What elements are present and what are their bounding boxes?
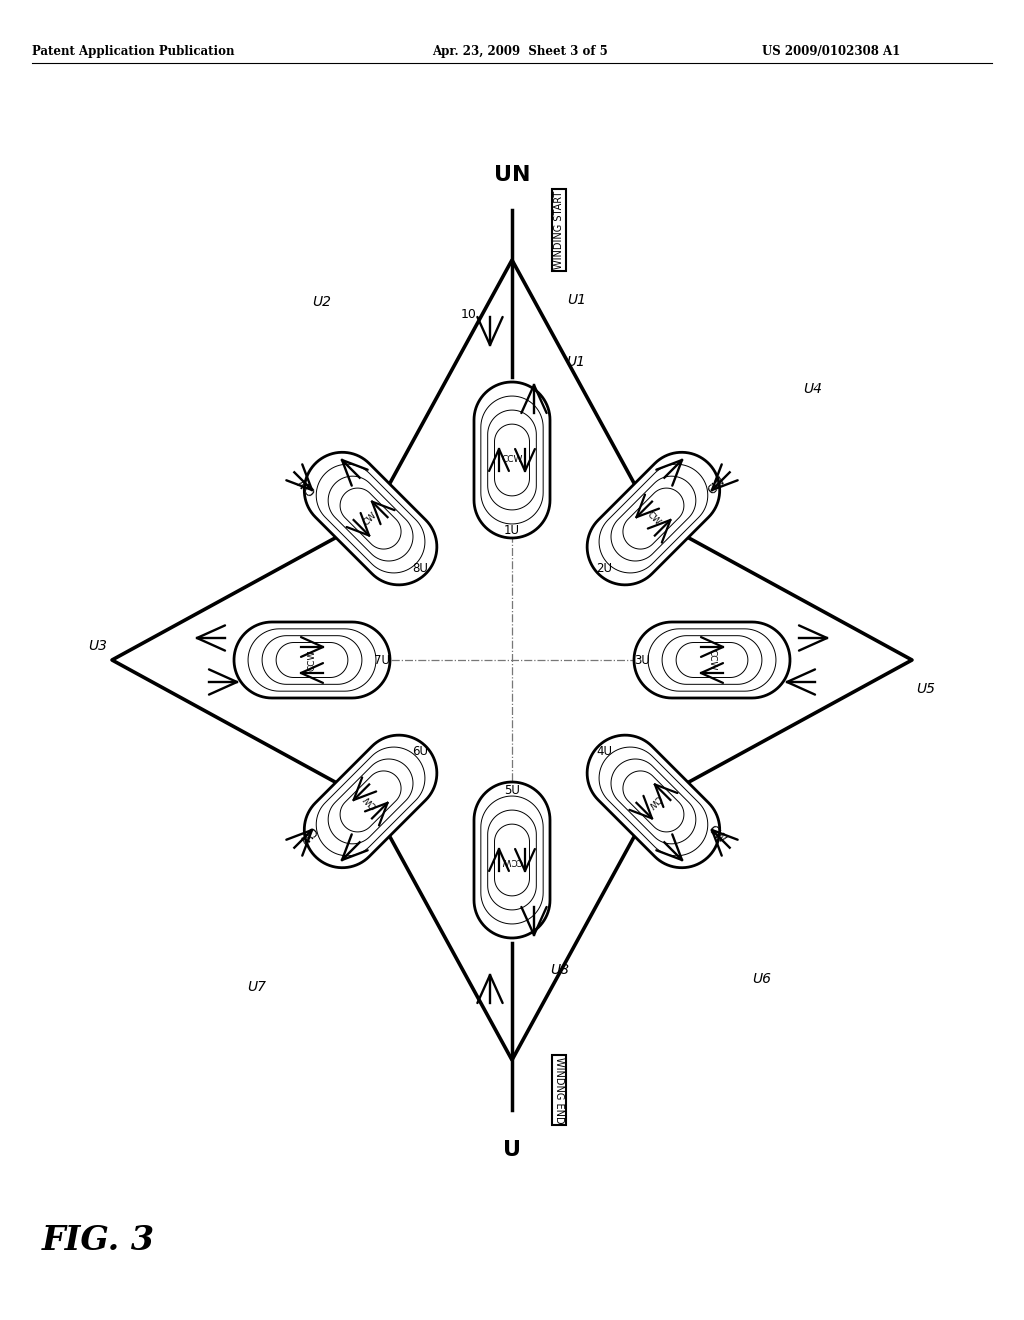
Text: 6U: 6U bbox=[412, 746, 428, 759]
Polygon shape bbox=[474, 381, 550, 539]
Text: U3: U3 bbox=[88, 639, 106, 652]
Text: CW: CW bbox=[295, 824, 318, 846]
Text: CCW: CCW bbox=[502, 855, 522, 865]
Text: 1U: 1U bbox=[504, 524, 520, 536]
Text: WINDNG END: WINDNG END bbox=[554, 1057, 564, 1123]
Text: Apr. 23, 2009  Sheet 3 of 5: Apr. 23, 2009 Sheet 3 of 5 bbox=[432, 45, 608, 58]
Text: 2U: 2U bbox=[596, 561, 612, 574]
Text: Patent Application Publication: Patent Application Publication bbox=[32, 45, 234, 58]
Text: U: U bbox=[503, 1140, 521, 1160]
Text: CW: CW bbox=[362, 510, 379, 527]
Polygon shape bbox=[587, 453, 720, 585]
Polygon shape bbox=[304, 453, 437, 585]
Text: WINDING START: WINDING START bbox=[554, 191, 564, 269]
Polygon shape bbox=[587, 735, 720, 867]
Text: CCW: CCW bbox=[307, 649, 316, 671]
Text: CW: CW bbox=[362, 793, 379, 810]
Text: 4U: 4U bbox=[596, 746, 612, 759]
Text: U1: U1 bbox=[566, 355, 585, 368]
Text: CW: CW bbox=[645, 510, 662, 527]
Polygon shape bbox=[304, 735, 437, 867]
Text: 7U: 7U bbox=[374, 653, 390, 667]
Text: CW: CW bbox=[706, 824, 729, 846]
Text: 10: 10 bbox=[461, 309, 477, 322]
Text: U4: U4 bbox=[804, 381, 822, 396]
Text: U2: U2 bbox=[312, 296, 332, 309]
Text: CCW: CCW bbox=[708, 649, 717, 671]
Text: CCW: CCW bbox=[502, 455, 522, 465]
Polygon shape bbox=[474, 781, 550, 939]
Polygon shape bbox=[634, 622, 790, 698]
Text: U7: U7 bbox=[247, 979, 266, 994]
Text: US 2009/0102308 A1: US 2009/0102308 A1 bbox=[762, 45, 900, 58]
Text: 5U: 5U bbox=[504, 784, 520, 796]
Text: U8: U8 bbox=[550, 964, 569, 977]
Text: U6: U6 bbox=[752, 972, 771, 986]
Polygon shape bbox=[234, 622, 390, 698]
Text: UN: UN bbox=[494, 165, 530, 185]
Text: CW: CW bbox=[706, 474, 729, 496]
Text: 8U: 8U bbox=[412, 561, 428, 574]
Text: FIG. 3: FIG. 3 bbox=[42, 1224, 155, 1257]
Text: CW: CW bbox=[645, 793, 662, 810]
Text: 3U: 3U bbox=[634, 653, 650, 667]
Text: CW: CW bbox=[295, 474, 318, 496]
Text: U1: U1 bbox=[567, 293, 586, 308]
Text: U5: U5 bbox=[916, 682, 936, 696]
